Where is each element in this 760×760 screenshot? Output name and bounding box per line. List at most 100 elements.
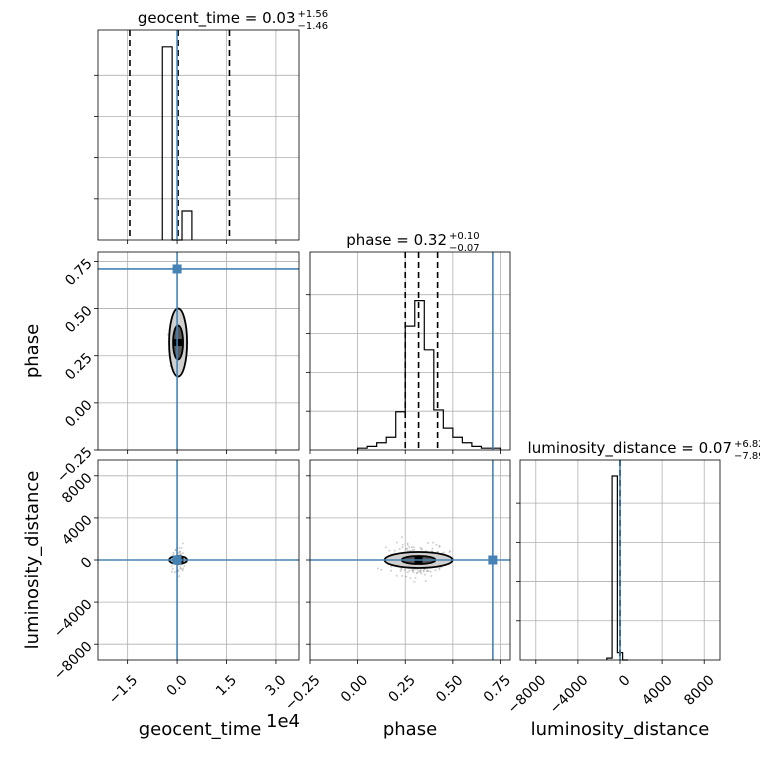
title-main: luminosity_distance = 0.07 (528, 439, 732, 458)
scatter-point (177, 551, 180, 554)
scatter-point (403, 569, 406, 572)
scatter-point (419, 571, 422, 574)
scatter-point (395, 541, 398, 544)
ytick-label: 0.75 (62, 256, 95, 289)
scatter-point (406, 543, 409, 546)
title-lower-error: −1.46 (298, 21, 329, 32)
panel-phase-hist: phase = 0.32 +0.10−0.07 (306, 231, 511, 454)
scatter-point (412, 568, 415, 571)
title-upper-error: +0.10 (449, 231, 480, 242)
scatter-point (419, 546, 422, 549)
scatter-point (401, 546, 404, 549)
axes-frame (97, 251, 300, 451)
scatter-point (413, 549, 416, 552)
scatter-point (420, 548, 423, 551)
xtick-label: −8000 (505, 672, 550, 717)
panel-luminosity_distance-hist: luminosity_distance = 0.07+6.82−7.89 (516, 439, 760, 664)
y-axis-label: luminosity_distance (22, 471, 43, 650)
scatter-point (399, 569, 402, 572)
scatter-point (405, 547, 408, 550)
scatter-point (179, 565, 182, 568)
scatter-point (178, 550, 181, 553)
histogram-phase (357, 300, 502, 450)
ytick-label: −4000 (51, 596, 96, 641)
xtick-label: −1.5 (106, 672, 141, 707)
scatter-point (180, 567, 183, 570)
scatter-point (406, 542, 409, 545)
xtick-label: 0 (616, 672, 634, 690)
scatter-point (405, 575, 408, 578)
scatter-point (430, 574, 433, 577)
scatter-point (179, 550, 182, 553)
xtick-label: 1.5 (213, 672, 240, 699)
xtick-label: 3.0 (262, 672, 289, 699)
scatter-point (410, 546, 413, 549)
scatter-point (420, 547, 423, 550)
xtick-label: 0.25 (385, 672, 418, 705)
scatter-point (413, 580, 416, 583)
scatter-point (384, 546, 387, 549)
scatter-point (438, 568, 441, 571)
scatter-point (401, 574, 404, 577)
scatter-point (170, 570, 173, 573)
scatter-point (411, 569, 414, 572)
scatter-point (174, 549, 177, 552)
scatter-point (420, 572, 423, 575)
ytick-label: 0 (78, 554, 96, 572)
x-axis-label: luminosity_distance (531, 719, 710, 740)
scatter-point (170, 565, 173, 568)
xtick-label: 8000 (681, 672, 718, 709)
ytick-label: 0.00 (62, 397, 95, 430)
panel-phase-vs-geocent_time (94, 251, 300, 454)
title-geocent_time: geocent_time = 0.03 +1.56−1.46 (138, 9, 328, 32)
scatter-point (174, 548, 177, 551)
scatter-point (408, 546, 411, 549)
scatter-point (435, 543, 438, 546)
scatter-point (172, 553, 175, 556)
panel-luminosity_distance-vs-geocent_time (94, 459, 300, 664)
scatter-point (181, 569, 184, 572)
scatter-point (438, 545, 441, 548)
scatter-point (178, 575, 181, 578)
scatter-point (406, 549, 409, 552)
xtick-label: 4000 (639, 672, 676, 709)
scatter-point (438, 567, 441, 570)
scatter-point (422, 570, 425, 573)
title-phase: phase = 0.32 +0.10−0.07 (346, 231, 479, 254)
title-main: phase = 0.32 (346, 231, 447, 249)
scatter-point (398, 548, 401, 551)
scatter-point (448, 551, 451, 554)
title-luminosity_distance: luminosity_distance = 0.07+6.82−7.89 (528, 439, 760, 462)
ytick-label: 0.25 (62, 350, 95, 383)
scatter-point (442, 551, 445, 554)
xtick-label: 0.0 (164, 672, 191, 699)
scatter-point (420, 569, 423, 572)
title-upper-error: +6.82 (734, 439, 760, 450)
ytick-label: 4000 (59, 512, 96, 549)
scatter-point (401, 543, 404, 546)
scatter-point (183, 565, 186, 568)
scatter-point (432, 541, 435, 544)
scatter-point (418, 570, 421, 573)
scatter-point (400, 568, 403, 571)
scatter-point (426, 542, 429, 545)
scatter-point (419, 569, 422, 572)
grid-lines (98, 30, 299, 240)
scatter-point (400, 536, 403, 539)
scatter-point (424, 580, 427, 583)
scatter-point (380, 568, 383, 571)
title-main: geocent_time = 0.03 (138, 9, 296, 28)
scatter-point (412, 546, 415, 549)
scatter-point (423, 573, 426, 576)
truth-point (172, 555, 182, 565)
histogram-luminosity_distance (606, 475, 628, 661)
scatter-point (422, 569, 425, 572)
scatter-point (182, 567, 185, 570)
scatter-point (434, 569, 437, 572)
scatter-point (416, 571, 419, 574)
scatter-point (412, 571, 415, 574)
ytick-label: 0.50 (62, 303, 95, 336)
scatter-point (390, 565, 393, 568)
scatter-point (376, 567, 379, 570)
scatter-point (449, 549, 452, 552)
